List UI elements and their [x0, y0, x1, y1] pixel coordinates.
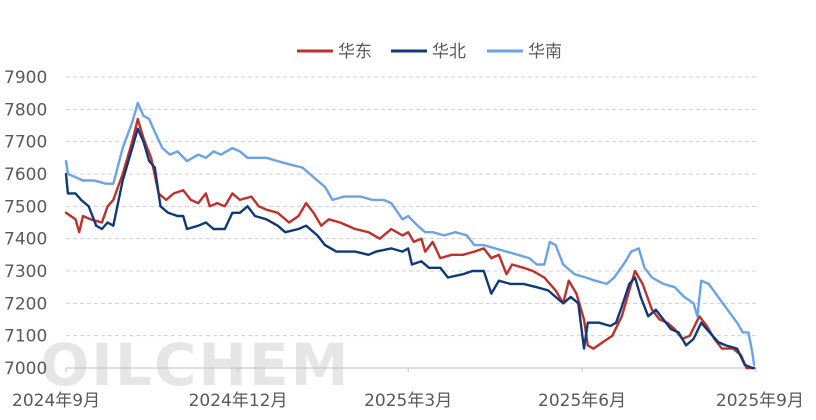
- y-tick-label: 7800: [4, 100, 47, 120]
- y-tick-label: 7000: [4, 359, 47, 379]
- series-line-1: [64, 117, 756, 370]
- y-tick-label: 7300: [4, 262, 47, 282]
- legend-label-2: 华北: [432, 42, 466, 62]
- grid: [66, 76, 756, 337]
- x-tick-label: 2024年12月: [189, 391, 288, 411]
- x-tick-label: 2025年3月: [364, 391, 452, 411]
- x-axis: 2024年9月 2024年12月 2025年3月 2025年6月 2025年9月: [12, 367, 804, 411]
- y-tick-label: 7100: [4, 327, 47, 347]
- legend: 华东 华北 华南: [297, 42, 562, 62]
- watermark: OILCHEM: [40, 331, 350, 399]
- y-tick-label: 7600: [4, 165, 47, 185]
- series-line-2: [64, 127, 756, 370]
- y-axis: 7000 7100 7200 7300 7400 7500 7600 7700 7800 7900: [4, 68, 47, 379]
- y-tick-label: 7500: [4, 197, 47, 217]
- legend-label-1: 华东: [338, 42, 372, 62]
- series-line-3: [64, 101, 756, 366]
- y-tick-label: 7900: [4, 68, 47, 88]
- watermark-text: OILCHEM: [40, 331, 350, 399]
- series-group: [64, 101, 756, 370]
- y-tick-label: 7200: [4, 294, 47, 314]
- x-tick-label: 2024年9月: [12, 391, 100, 411]
- y-tick-label: 7400: [4, 230, 47, 250]
- x-tick-label: 2025年9月: [716, 391, 804, 411]
- y-tick-label: 7700: [4, 133, 47, 153]
- legend-label-3: 华南: [528, 42, 562, 62]
- x-tick-label: 2025年6月: [538, 391, 626, 411]
